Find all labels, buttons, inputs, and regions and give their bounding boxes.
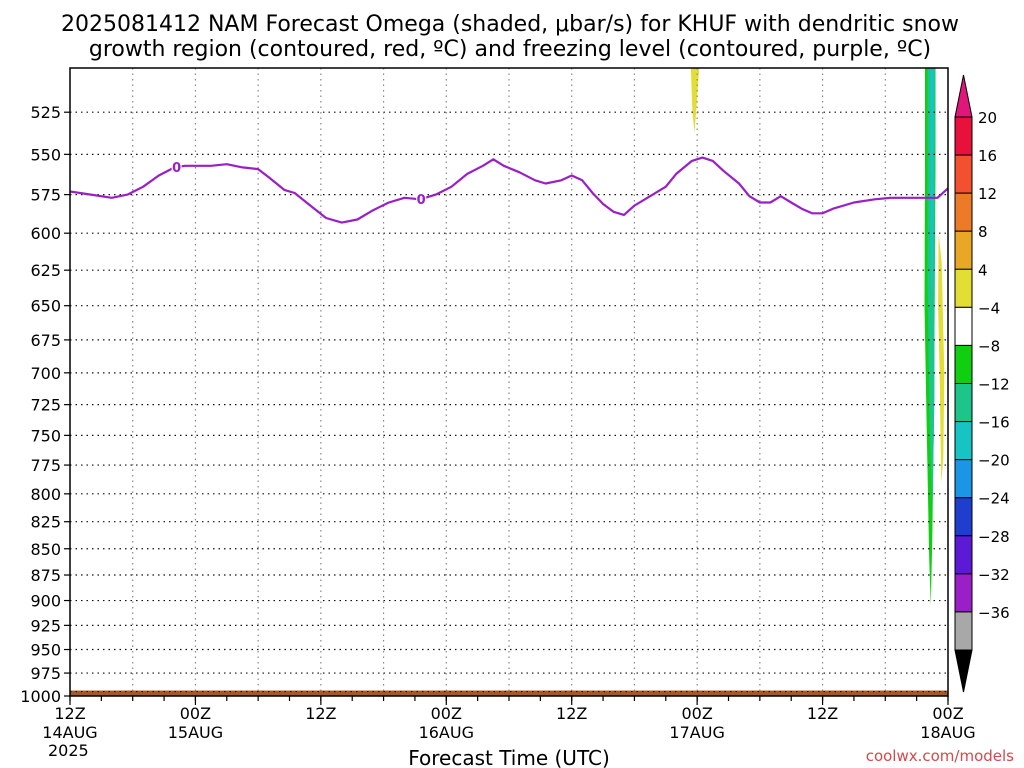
colorbar-swatch xyxy=(954,573,973,613)
colorbar-swatch xyxy=(954,268,973,308)
y-tick-label: 675 xyxy=(30,331,61,350)
x-tick-date: 17AUG xyxy=(669,723,724,742)
y-tick-label: 600 xyxy=(30,224,61,243)
y-tick-label: 825 xyxy=(30,513,61,532)
y-tick-label: 525 xyxy=(30,103,61,122)
colorbar-level-label: −8 xyxy=(978,337,1000,355)
freezing-contour-label: 0 xyxy=(417,193,426,208)
y-tick-label: 700 xyxy=(30,364,61,383)
omega-region-0 xyxy=(690,68,700,133)
colorbar-swatch xyxy=(954,421,973,461)
colorbar-level-label: −24 xyxy=(978,490,1010,508)
y-tick-label: 975 xyxy=(30,664,61,683)
x-tick-date: 16AUG xyxy=(419,723,474,742)
colorbar-swatch xyxy=(954,459,973,499)
colorbar-swatch xyxy=(954,535,973,575)
colorbar-level-label: 12 xyxy=(978,185,997,203)
x-tick-date: 18AUG xyxy=(920,723,975,742)
freezing-level-line xyxy=(70,156,948,224)
colorbar: 20 16 12 8 4 −4 −8 −12 −16 −20 −24 −28 −32 −36 xyxy=(954,74,1010,693)
x-tick-label: 12Z xyxy=(556,704,587,723)
terrain-band xyxy=(70,690,948,696)
colorbar-level-label: −4 xyxy=(978,299,1000,317)
y-tick-label: 775 xyxy=(30,456,61,475)
colorbar-level-label: −12 xyxy=(978,376,1010,394)
colorbar-swatch xyxy=(954,154,973,194)
colorbar-swatch xyxy=(954,344,973,384)
plot-layer: 00 xyxy=(70,68,948,696)
x-axis-label: Forecast Time (UTC) xyxy=(408,746,610,768)
colorbar-swatch xyxy=(954,116,973,156)
watermark: coolwx.com/models xyxy=(866,747,1014,765)
x-tick-label: 12Z xyxy=(807,704,838,723)
colorbar-level-label: −32 xyxy=(978,566,1010,584)
x-tick-date: 15AUG xyxy=(168,723,223,742)
contour-label-bg-1 xyxy=(416,191,427,208)
omega-region-4 xyxy=(938,233,945,483)
colorbar-level-label: 4 xyxy=(978,261,988,279)
colorbar-swatch xyxy=(954,230,973,270)
colorbar-level-label: −16 xyxy=(978,414,1010,432)
colorbar-swatch xyxy=(954,192,973,232)
colorbar-swatch xyxy=(954,611,973,651)
colorbar-swatch xyxy=(954,497,973,537)
chart-title-line1: 2025081412 NAM Forecast Omega (shaded, μ… xyxy=(61,12,959,37)
y-tick-label: 650 xyxy=(30,297,61,316)
x-tick-label: 00Z xyxy=(431,704,462,723)
colorbar-level-label: −20 xyxy=(978,452,1010,470)
y-tick-label: 875 xyxy=(30,566,61,585)
freezing-contour-label: 0 xyxy=(172,161,181,176)
colorbar-swatch xyxy=(954,306,973,346)
colorbar-level-label: −28 xyxy=(978,528,1010,546)
y-tick-label: 625 xyxy=(30,261,61,280)
chart-title-line2: growth region (contoured, red, ºC) and f… xyxy=(89,37,931,62)
colorbar-top-arrow xyxy=(954,74,973,118)
y-tick-label: 850 xyxy=(30,540,61,559)
colorbar-bottom-arrow xyxy=(954,649,973,693)
y-tick-label: 575 xyxy=(30,186,61,205)
colorbar-level-label: −36 xyxy=(978,604,1010,622)
y-tick-label: 1000 xyxy=(20,687,61,706)
y-tick-label: 550 xyxy=(30,145,61,164)
colorbar-level-label: 8 xyxy=(978,223,988,241)
y-tick-label: 950 xyxy=(30,641,61,660)
colorbar-level-label: 16 xyxy=(978,147,997,165)
y-tick-label: 750 xyxy=(30,426,61,445)
x-tick-label: 00Z xyxy=(180,704,211,723)
y-tick-label: 725 xyxy=(30,396,61,415)
x-tick-label: 00Z xyxy=(681,704,712,723)
y-tick-label: 925 xyxy=(30,616,61,635)
x-tick-label: 00Z xyxy=(932,704,963,723)
omega-region-3 xyxy=(930,68,935,306)
colorbar-swatch xyxy=(954,383,973,423)
x-tick-year: 2025 xyxy=(48,741,89,760)
plot-area: 0052555057560062565067570072575077580082… xyxy=(20,67,976,760)
contour-label-bg-0 xyxy=(171,159,182,176)
x-tick-label: 12Z xyxy=(305,704,336,723)
colorbar-level-label: 20 xyxy=(978,109,997,127)
x-tick-label: 12Z xyxy=(54,704,85,723)
y-tick-label: 900 xyxy=(30,592,61,611)
y-tick-label: 800 xyxy=(30,485,61,504)
x-tick-date: 14AUG xyxy=(42,723,97,742)
